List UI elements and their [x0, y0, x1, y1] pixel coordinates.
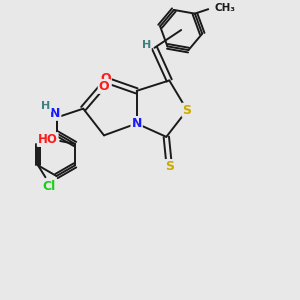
Text: N: N — [50, 106, 60, 120]
Text: O: O — [99, 80, 109, 93]
Text: CH₃: CH₃ — [215, 3, 236, 13]
Text: H: H — [142, 40, 151, 50]
Text: S: S — [165, 160, 174, 173]
Text: N: N — [50, 106, 60, 120]
Text: O: O — [100, 73, 111, 85]
Text: N: N — [131, 117, 142, 130]
Text: HO: HO — [38, 133, 58, 146]
Text: H: H — [41, 101, 51, 111]
Text: Cl: Cl — [42, 180, 56, 193]
Text: S: S — [183, 103, 192, 117]
